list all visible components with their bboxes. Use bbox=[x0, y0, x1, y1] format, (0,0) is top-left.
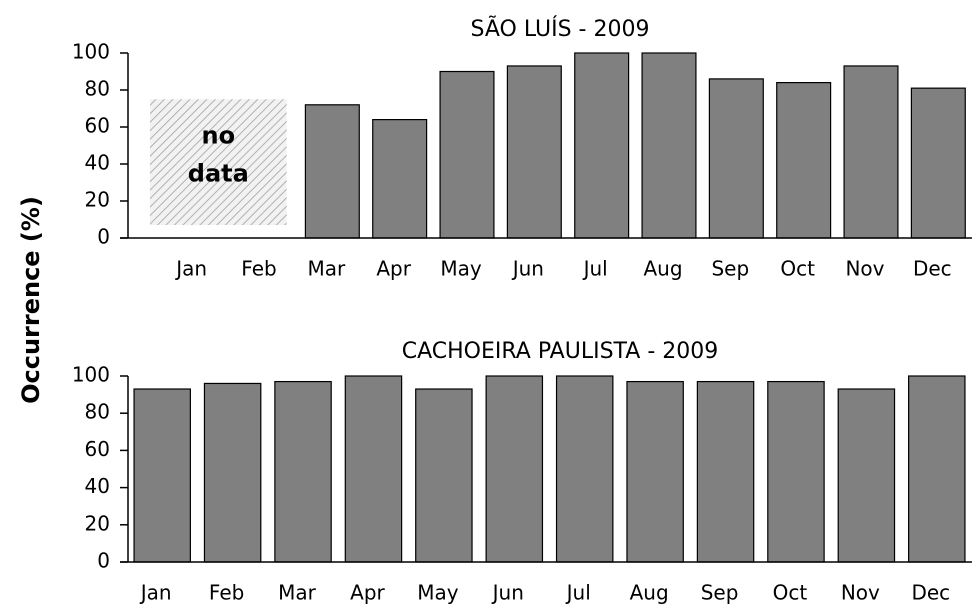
y-axis-label: Occurrence (%) bbox=[17, 196, 45, 404]
x-tick-label: Jan bbox=[174, 257, 207, 281]
x-tick-label: Nov bbox=[845, 257, 884, 281]
y-tick-label: 60 bbox=[85, 437, 110, 461]
y-tick-label: 100 bbox=[72, 363, 110, 387]
x-tick-label: Jun bbox=[491, 581, 524, 605]
no-data-region bbox=[150, 99, 287, 226]
y-tick-label: 80 bbox=[85, 77, 110, 101]
x-tick-label: Apr bbox=[376, 257, 411, 281]
chart-title: SÃO LUÍS - 2009 bbox=[471, 15, 650, 42]
y-tick-label: 20 bbox=[85, 511, 110, 535]
x-tick-label: Feb bbox=[209, 581, 244, 605]
x-tick-label: Nov bbox=[841, 581, 880, 605]
x-tick-label: Dec bbox=[911, 581, 950, 605]
x-tick-label: Apr bbox=[350, 581, 385, 605]
bar bbox=[372, 118, 428, 239]
bar bbox=[696, 380, 755, 563]
x-tick-label: Oct bbox=[780, 257, 815, 281]
y-tick-label: 40 bbox=[85, 474, 110, 498]
x-tick-label: Oct bbox=[773, 581, 808, 605]
y-tick-label: 80 bbox=[85, 400, 110, 424]
x-tick-label: Feb bbox=[241, 257, 276, 281]
y-tick-label: 0 bbox=[97, 225, 110, 249]
y-tick-label: 100 bbox=[72, 40, 110, 64]
bar bbox=[837, 388, 896, 563]
x-tick-label: Aug bbox=[643, 257, 682, 281]
bar bbox=[485, 375, 544, 563]
bar bbox=[415, 388, 473, 563]
x-tick-label: Jun bbox=[511, 257, 544, 281]
bar bbox=[767, 380, 825, 563]
bar bbox=[304, 104, 360, 239]
y-tick-label: 0 bbox=[97, 549, 110, 573]
x-tick-label: Jul bbox=[565, 581, 591, 605]
bar bbox=[506, 65, 562, 239]
bar bbox=[574, 52, 630, 239]
x-tick-label: Jan bbox=[139, 581, 172, 605]
x-tick-label: Sep bbox=[711, 257, 749, 281]
chart-title: CACHOEIRA PAULISTA - 2009 bbox=[402, 339, 719, 364]
x-tick-label: Mar bbox=[307, 257, 346, 281]
y-tick-label: 60 bbox=[85, 114, 110, 138]
x-tick-label: May bbox=[440, 257, 482, 281]
bar bbox=[555, 375, 614, 563]
x-tick-label: May bbox=[417, 581, 459, 605]
bar bbox=[843, 65, 899, 239]
bar bbox=[908, 375, 966, 563]
bar bbox=[641, 52, 697, 239]
x-tick-label: Dec bbox=[913, 257, 952, 281]
bar bbox=[133, 388, 191, 563]
annotation: data bbox=[188, 159, 249, 187]
bar bbox=[708, 78, 764, 239]
bar bbox=[776, 81, 832, 239]
bar bbox=[344, 375, 403, 563]
y-tick-label: 20 bbox=[85, 188, 110, 212]
bar bbox=[439, 70, 495, 239]
x-tick-label: Aug bbox=[630, 581, 669, 605]
x-tick-label: Mar bbox=[278, 581, 317, 605]
bar bbox=[203, 382, 262, 563]
x-tick-label: Sep bbox=[701, 581, 739, 605]
bar bbox=[274, 380, 332, 563]
x-tick-label: Jul bbox=[582, 257, 608, 281]
annotation: no bbox=[202, 121, 236, 149]
y-tick-label: 40 bbox=[85, 151, 110, 175]
bar bbox=[910, 87, 966, 239]
bar bbox=[626, 380, 684, 563]
